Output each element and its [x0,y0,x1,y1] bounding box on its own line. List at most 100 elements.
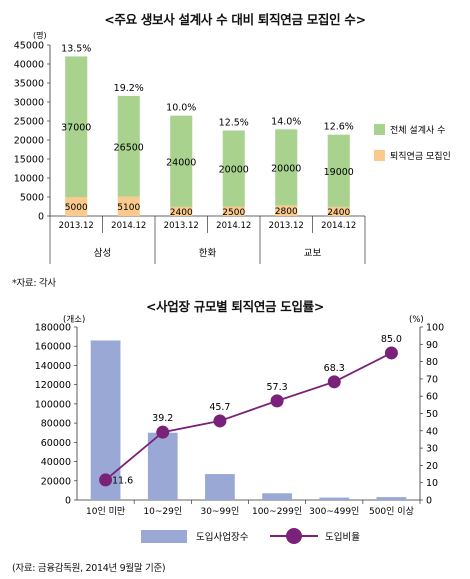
bar-segment-total-planners [327,134,350,207]
line-point [99,473,113,487]
bar-segment-recruiters [222,206,245,216]
line-data-label: 68.3 [324,363,345,374]
x-tick-label: 500인 이상 [369,506,414,517]
x-tick-label: 10~29인 [143,506,182,517]
left-axis-unit: (개소) [63,314,85,325]
data-label: 37000 [61,123,91,134]
bar-adopting-workplaces [205,474,235,500]
bar-segment-total-planners [65,56,88,198]
y-tick-label: 0 [38,212,44,223]
x-tick-label: 2013.12 [164,221,199,231]
chart1-title: <주요 생보사 설계사 수 대비 퇴직연금 모집인 수> [104,12,366,27]
left-y-tick-label: 160000 [35,342,71,353]
bar-segment-recruiters [170,206,193,216]
data-label: 2400 [327,208,350,218]
source-note-1: *자료: 각사 [12,278,56,289]
left-y-tick-label: 0 [65,496,71,507]
data-label: 2500 [222,208,245,218]
x-tick-label: 300~499인 [309,506,359,517]
right-y-tick-label: 40 [426,426,438,437]
x-tick-label: 100~299인 [252,506,302,517]
y-tick-label: 40000 [14,60,44,71]
y-tick-label: 45000 [14,41,44,52]
right-y-tick-label: 20 [426,461,438,472]
right-y-tick-label: 10 [426,478,438,489]
right-y-tick-label: 0 [426,496,432,507]
left-y-tick-label: 20000 [41,476,71,487]
y-tick-label: 20000 [14,136,44,147]
ratio-label: 13.5% [61,43,91,54]
line-point [327,375,341,389]
bar-adopting-workplaces [319,497,350,500]
data-label: 2400 [170,208,193,218]
line-data-label: 85.0 [381,334,402,345]
left-y-tick-label: 40000 [41,457,71,468]
bar-segment-recruiters [275,205,298,216]
bar-segment-total-planners [275,129,298,206]
ratio-label: 12.6% [324,122,354,133]
line-point [270,394,284,408]
line-data-label: 39.2 [152,413,173,424]
data-label: 20000 [219,165,249,176]
bar-segment-recruiters [65,197,88,216]
y-tick-label: 25000 [14,117,44,128]
right-y-tick-label: 100 [426,323,444,334]
x-tick-label: 2014.12 [216,221,251,231]
y-tick-label: 30000 [14,98,44,109]
group-label: 삼성 [94,248,111,259]
legend-swatch-bar [141,530,187,543]
line-adoption-rate [105,352,392,481]
y-axis-unit: (명) [33,30,47,40]
bar-segment-recruiters [117,196,140,216]
line-point [156,425,170,439]
bar-segment-total-planners [170,115,193,207]
legend-swatch [374,150,385,161]
right-y-tick-label: 80 [426,357,438,368]
x-tick-label: 2014.12 [321,221,356,231]
right-y-tick-label: 60 [426,392,438,403]
ratio-label: 14.0% [271,116,301,127]
left-y-tick-label: 80000 [41,419,71,430]
ratio-label: 12.5% [219,118,249,129]
data-label: 2800 [275,207,298,217]
legend-label: 도입사업장수 [196,531,249,543]
y-tick-label: 15000 [14,155,44,166]
right-y-tick-label: 70 [426,374,438,385]
line-point [213,414,227,428]
group-label: 한화 [199,248,217,259]
bar-adopting-workplaces [90,340,121,500]
bar-adopting-workplaces [147,432,178,500]
x-tick-label: 2014.12 [111,221,146,231]
line-data-label: 45.7 [209,402,230,413]
x-tick-label: 10인 미만 [86,506,125,517]
line-data-label: 11.6 [112,475,133,486]
line-data-label: 57.3 [267,382,288,393]
data-label: 26500 [114,142,144,153]
bar-adopting-workplaces [376,497,407,500]
group-label: 교보 [304,248,322,259]
legend-label: 도입비율 [325,531,360,543]
left-y-tick-label: 140000 [35,361,71,372]
left-y-tick-label: 120000 [35,380,71,391]
right-y-tick-label: 50 [426,409,438,420]
ratio-label: 10.0% [166,103,196,114]
right-y-tick-label: 30 [426,444,438,455]
y-tick-label: 35000 [14,79,44,90]
bar-segment-total-planners [117,95,140,197]
legend-marker [286,528,302,544]
y-tick-label: 5000 [20,193,44,204]
x-tick-label: 30~99인 [201,506,240,517]
legend-label: 전체 설계사 수 [390,124,445,136]
stacked-bar-chart: (명) 0 5000 10000 15000 20000 25000 30000 35000 40… [14,30,451,264]
ratio-label: 19.2% [114,83,144,94]
left-y-tick-label: 180000 [35,323,71,334]
left-y-tick-label: 100000 [35,399,71,410]
bar-segment-total-planners [222,130,245,207]
legend-swatch [374,124,385,135]
right-axis-unit: (%) [409,315,424,325]
data-label: 5100 [117,203,140,213]
bar-segment-recruiters [327,206,350,216]
source-note-2: (자료: 금융감독원, 2014년 9월말 기준) [12,563,166,574]
bar-adopting-workplaces [262,493,292,500]
data-label: 20000 [271,163,301,174]
